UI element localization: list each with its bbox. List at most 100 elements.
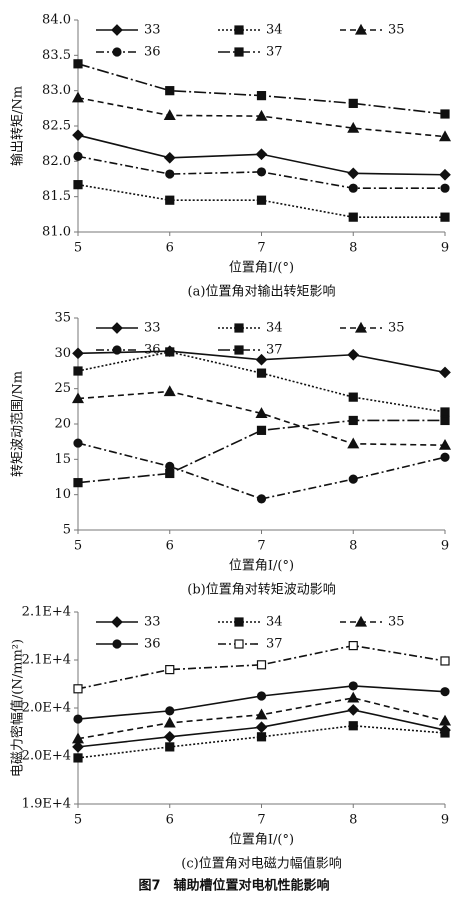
- legend-marker: [234, 47, 244, 57]
- marker: [71, 91, 85, 103]
- marker: [72, 741, 84, 753]
- legend-label: 35: [388, 23, 405, 38]
- legend-label: 36: [144, 343, 161, 358]
- marker: [256, 732, 267, 742]
- chart-caption: (a)位置角对输出转矩影响: [188, 284, 336, 300]
- y-tick-label: 82.5: [42, 119, 71, 134]
- marker: [73, 753, 83, 763]
- series-line: [77, 63, 446, 115]
- marker: [440, 212, 450, 222]
- legend-label: 37: [266, 343, 283, 358]
- marker: [438, 714, 452, 726]
- figure-caption: 图7 辅助槽位置对电机性能影响: [138, 878, 329, 894]
- marker: [438, 130, 452, 142]
- marker: [440, 656, 450, 666]
- legend-marker: [112, 639, 122, 649]
- marker: [348, 415, 358, 426]
- x-axis-label: 位置角I/(°): [229, 559, 294, 574]
- marker: [348, 474, 358, 484]
- y-axis-label: 输出转矩/Nm: [10, 86, 26, 166]
- y-tick-label: 30: [54, 346, 71, 361]
- x-tick-label: 6: [166, 813, 174, 828]
- marker: [256, 425, 267, 435]
- series-line: [77, 419, 445, 484]
- legend-label: 35: [388, 615, 405, 630]
- chart-caption: (b)位置角对转矩波动影响: [187, 582, 335, 598]
- marker: [439, 168, 451, 181]
- marker: [348, 183, 358, 193]
- marker: [256, 691, 267, 701]
- marker: [163, 716, 176, 728]
- marker: [255, 148, 268, 161]
- marker: [440, 109, 450, 119]
- marker: [163, 730, 176, 743]
- legend-marker: [234, 25, 244, 35]
- x-axis-label: 位置角I/(°): [229, 261, 294, 276]
- marker: [347, 437, 360, 449]
- x-tick-label: 9: [441, 539, 449, 554]
- marker: [255, 353, 268, 366]
- y-tick-label: 35: [54, 311, 71, 326]
- marker: [347, 167, 360, 180]
- marker: [256, 660, 267, 670]
- marker: [165, 195, 175, 205]
- marker: [440, 415, 450, 426]
- marker: [256, 91, 267, 101]
- marker: [73, 438, 83, 448]
- marker: [163, 109, 176, 121]
- marker: [72, 129, 84, 142]
- legend-marker: [354, 615, 368, 627]
- y-tick-label: 82.0: [42, 154, 71, 169]
- marker: [163, 151, 176, 164]
- marker: [72, 347, 84, 360]
- legend-label: 37: [266, 637, 283, 652]
- legend-marker: [111, 616, 123, 628]
- legend-label: 35: [388, 321, 405, 336]
- marker: [440, 183, 450, 193]
- legend-marker: [234, 639, 244, 649]
- legend-marker: [234, 617, 244, 627]
- legend-marker: [111, 322, 123, 334]
- y-tick-label: 25: [54, 381, 71, 396]
- marker: [71, 392, 85, 404]
- legend-marker: [354, 23, 368, 35]
- x-tick-label: 9: [441, 241, 449, 256]
- y-tick-label: 15: [54, 452, 71, 467]
- y-axis-label: 转矩波动范围/Nm: [11, 371, 26, 477]
- y-tick-label: 5: [63, 523, 71, 538]
- legend-marker: [234, 345, 244, 355]
- x-tick-label: 6: [166, 539, 174, 554]
- x-axis-label: 位置角I/(°): [229, 833, 294, 848]
- legend-marker: [112, 47, 122, 57]
- y-tick-label: 20: [54, 417, 71, 432]
- y-tick-label: 2.0E+4: [22, 701, 71, 716]
- marker: [165, 664, 175, 675]
- marker: [347, 348, 360, 361]
- legend-marker: [354, 321, 368, 333]
- marker: [440, 728, 450, 738]
- series-line: [77, 390, 446, 446]
- marker: [256, 494, 267, 504]
- marker: [73, 684, 83, 694]
- marker: [73, 180, 83, 190]
- x-tick-label: 7: [257, 241, 265, 256]
- marker: [348, 721, 358, 731]
- legend-marker: [111, 24, 123, 36]
- y-tick-label: 81.0: [42, 225, 71, 240]
- x-tick-label: 5: [74, 813, 82, 828]
- marker: [165, 706, 175, 716]
- marker: [165, 468, 175, 479]
- marker: [347, 691, 360, 703]
- marker: [73, 714, 83, 724]
- marker: [255, 407, 268, 418]
- legend-label: 33: [144, 23, 161, 38]
- legend-marker: [234, 323, 244, 333]
- marker: [347, 121, 360, 133]
- legend-label: 33: [144, 321, 161, 336]
- marker: [165, 742, 175, 752]
- marker: [255, 708, 268, 720]
- y-axis-label: 电磁力密幅值/(N/mm²): [10, 639, 26, 777]
- marker: [256, 368, 267, 378]
- y-tick-label: 84.0: [42, 13, 71, 28]
